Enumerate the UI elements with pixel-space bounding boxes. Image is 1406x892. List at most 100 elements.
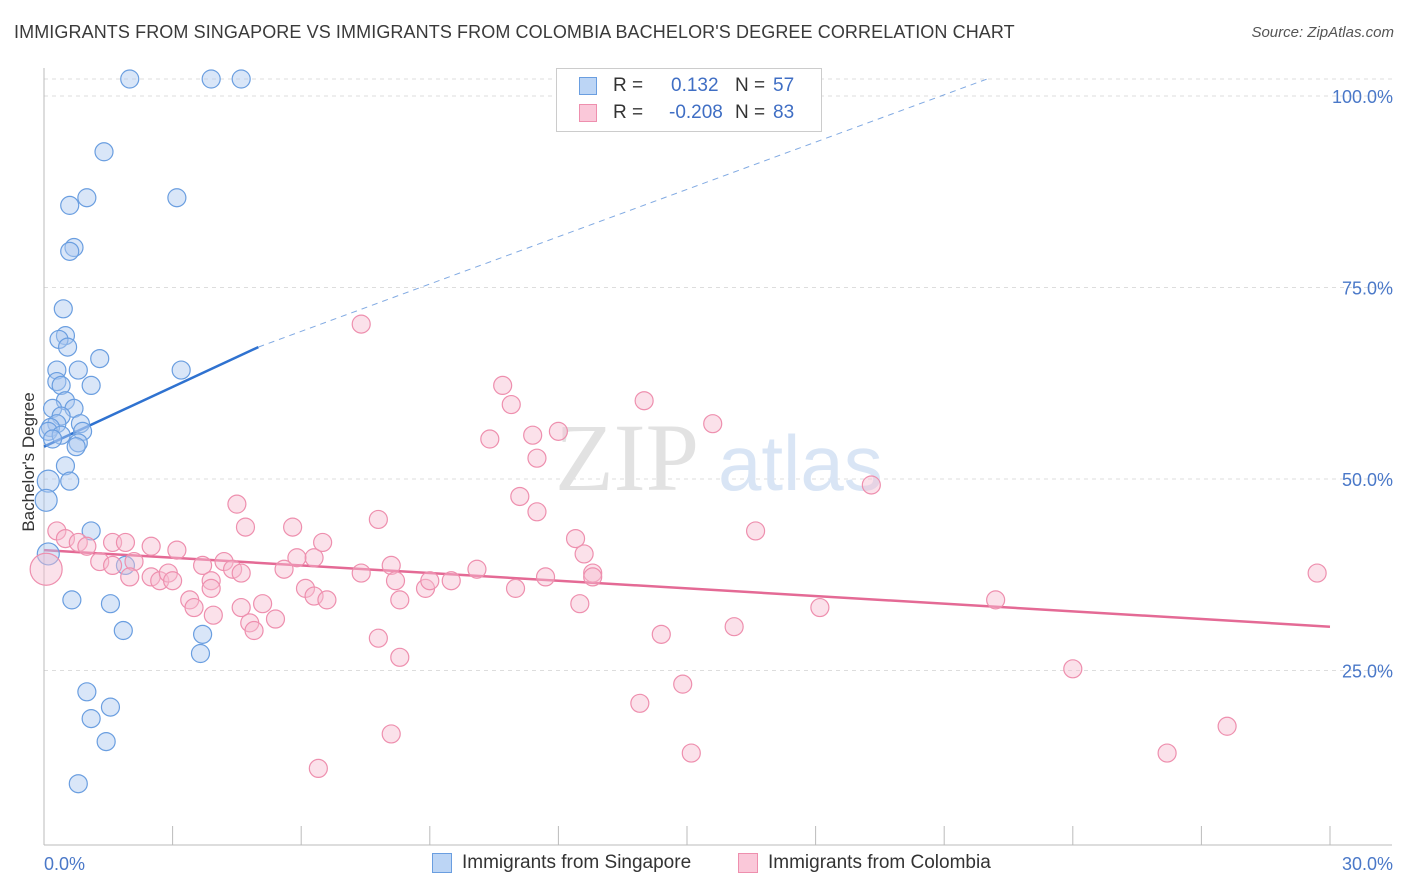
colombia-point <box>535 567 556 587</box>
singapore-point <box>190 643 211 664</box>
colombia-point <box>163 571 183 591</box>
colombia-point <box>283 517 303 537</box>
singapore-point <box>193 624 213 644</box>
colombia-point <box>390 647 410 667</box>
colombia-point <box>102 555 123 576</box>
singapore-point <box>77 682 97 702</box>
colombia-point <box>565 528 586 549</box>
singapore-point <box>70 414 91 434</box>
legend-swatch-colombia <box>738 853 758 873</box>
tick-labels: 100.0% 75.0% 50.0% 25.0% 0.0% 30.0% <box>44 87 1393 874</box>
legend-label-colombia: Immigrants from Colombia <box>768 852 991 873</box>
chart-title: IMMIGRANTS FROM SINGAPORE VS IMMIGRANTS … <box>14 22 1015 42</box>
singapore-point <box>68 360 88 380</box>
singapore-point <box>100 594 121 614</box>
colombia-point <box>441 571 461 591</box>
legend-n-value: 57 <box>773 75 795 96</box>
legend-n-label: N = <box>735 102 766 123</box>
colombia-point <box>313 532 333 553</box>
colombia-point <box>381 724 401 744</box>
singapore-point <box>171 360 191 380</box>
colombia-point <box>390 590 410 610</box>
singapore-point <box>47 360 67 380</box>
colombia-point <box>317 590 337 610</box>
colombia-point <box>124 551 144 572</box>
legend-swatch-colombia <box>579 104 597 122</box>
legend-r-value: 0.132 <box>671 75 719 96</box>
colombia-point <box>235 517 256 537</box>
singapore-point <box>201 69 221 89</box>
singapore-trend-extension <box>258 78 988 348</box>
singapore-point <box>66 437 86 457</box>
trend-lines <box>43 78 1331 628</box>
legend-n-label: N = <box>735 75 766 96</box>
colombia-point <box>527 502 547 522</box>
legend-label-singapore: Immigrants from Singapore <box>462 852 692 873</box>
singapore-point <box>96 731 116 752</box>
colombia-point <box>193 555 213 576</box>
colombia-trend-line <box>43 548 1331 628</box>
watermark-zip: ZIP <box>555 404 699 511</box>
legend-r-label: R = <box>613 102 644 123</box>
colombia-point <box>570 594 590 614</box>
y-tick-label: 100.0% <box>1332 87 1393 107</box>
colombia-point <box>505 578 526 598</box>
singapore-point <box>34 488 58 512</box>
source-label: Source: ZipAtlas.com <box>1251 24 1394 41</box>
singapore-point <box>53 299 73 319</box>
colombia-point <box>861 475 881 495</box>
singapore-point <box>60 471 80 491</box>
colombia-point <box>673 674 693 694</box>
colombia-point <box>351 563 371 583</box>
legend-r-label: R = <box>613 75 644 96</box>
singapore-point <box>62 590 82 610</box>
colombia-point <box>274 559 294 579</box>
singapore-point <box>100 697 121 717</box>
colombia-point <box>510 486 530 507</box>
colombia-point <box>651 624 671 644</box>
legend-swatch-singapore <box>432 853 452 873</box>
colombia-point <box>986 590 1006 610</box>
colombia-point <box>681 743 701 763</box>
colombia-point <box>115 532 136 553</box>
colombia-point <box>77 536 97 556</box>
colombia-point <box>493 375 513 395</box>
colombia-point <box>703 414 723 434</box>
colombia-point <box>420 571 440 591</box>
colombia-point <box>184 597 204 618</box>
singapore-point <box>60 195 80 215</box>
colombia-point <box>201 578 221 598</box>
colombia-point <box>745 521 766 541</box>
x-tick-label: 30.0% <box>1342 854 1393 874</box>
colombia-point <box>724 617 744 637</box>
colombia-point <box>120 567 140 587</box>
colombia-point <box>244 620 264 641</box>
colombia-point <box>55 528 76 549</box>
colombia-point <box>231 563 251 583</box>
colombia-point <box>253 594 273 614</box>
singapore-point <box>51 375 71 395</box>
colombia-point <box>523 425 543 445</box>
singapore-point <box>81 375 101 395</box>
x-tick-label: 0.0% <box>44 854 85 874</box>
colombia-point <box>167 540 187 560</box>
gridlines <box>44 78 1392 671</box>
singapore-trend-line <box>43 345 259 448</box>
colombia-point <box>1063 659 1083 679</box>
singapore-point <box>94 142 114 162</box>
colombia-point <box>1157 743 1177 763</box>
data-points <box>29 69 1327 794</box>
colombia-point <box>287 548 307 568</box>
colombia-point <box>203 605 223 625</box>
singapore-point <box>68 774 88 794</box>
colombia-point <box>308 758 328 779</box>
colombia-point <box>1307 563 1327 583</box>
singapore-point <box>57 337 78 357</box>
colombia-point <box>810 597 830 618</box>
colombia-point <box>385 571 406 591</box>
colombia-point <box>90 551 110 572</box>
colombia-point <box>583 567 603 587</box>
colombia-point <box>548 421 569 441</box>
colombia-point <box>227 494 247 514</box>
